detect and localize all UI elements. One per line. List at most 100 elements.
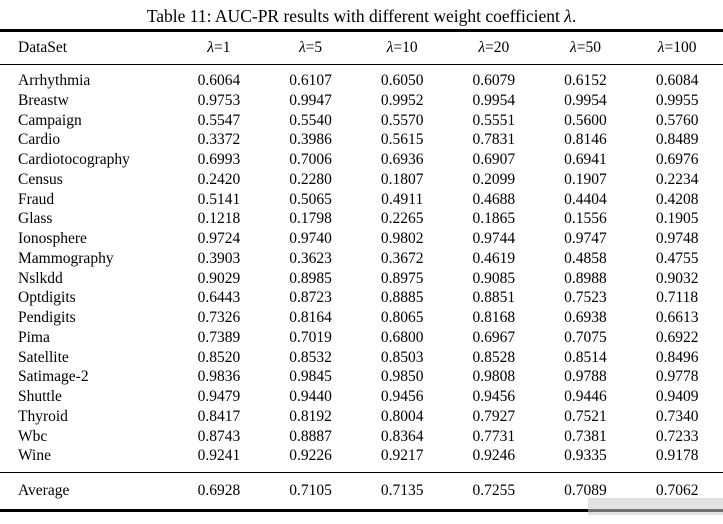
value-cell: 0.1798 [289, 210, 332, 228]
table-row: Arrhythmia 0.6064 0.6107 0.6050 0.6079 0.6152… [0, 65, 723, 91]
lambda-symbol: λ [564, 6, 572, 26]
value-cell: 0.9724 [197, 230, 241, 248]
value-cell: 0.7731 [472, 427, 516, 445]
value-cell: 0.8417 [197, 407, 241, 425]
value-cell: 0.6938 [564, 309, 607, 327]
dataset-cell: Optdigits [18, 289, 76, 307]
dataset-cell: Mammography [18, 249, 114, 267]
value-cell: 0.5570 [380, 111, 424, 129]
table-row: Mammography 0.3903 0.3623 0.3672 0.4619 0.485… [0, 249, 723, 269]
dataset-cell: Shuttle [18, 388, 62, 406]
value-cell: 0.9788 [564, 368, 607, 386]
value-cell: 0.3903 [197, 249, 241, 267]
value-cell: 0.2234 [655, 170, 699, 188]
value-cell: 0.5141 [197, 190, 241, 208]
lambda-symbol: λ [298, 39, 306, 56]
value-cell: 0.7340 [655, 407, 699, 425]
average-value-cell: 0.7062 [655, 482, 699, 499]
value-cell: 0.6936 [380, 151, 424, 169]
column-header-lambda: λ=50 [540, 31, 632, 65]
value-cell: 0.9955 [655, 91, 699, 109]
value-cell: 0.9954 [564, 91, 607, 109]
value-cell: 0.3623 [289, 249, 332, 267]
value-cell: 0.1556 [564, 210, 607, 228]
dataset-cell: Pendigits [18, 309, 76, 327]
table-row: Fraud 0.5141 0.5065 0.4911 0.4688 0.4404 0.420… [0, 190, 723, 210]
value-cell: 0.3372 [197, 131, 241, 149]
value-cell: 0.2280 [289, 170, 332, 188]
value-cell: 0.6152 [564, 72, 607, 90]
value-cell: 0.4911 [381, 190, 424, 208]
value-cell: 0.9226 [289, 447, 332, 465]
value-cell: 0.6064 [197, 72, 241, 90]
value-cell: 0.9178 [655, 447, 699, 465]
dataset-cell: Satellite [18, 348, 69, 366]
value-cell: 0.9744 [472, 230, 516, 248]
table-row: Nslkdd 0.9029 0.8985 0.8975 0.9085 0.8988 0.90… [0, 269, 723, 289]
value-cell: 0.9748 [655, 230, 699, 248]
dataset-cell: Ionosphere [18, 230, 87, 248]
table-row: Cardiotocography 0.6993 0.7006 0.6936 0.6907… [0, 150, 723, 170]
value-cell: 0.5760 [655, 111, 699, 129]
column-header-lambda: λ=1 [173, 31, 265, 65]
value-cell: 0.8146 [564, 131, 607, 149]
table-row: Cardio 0.3372 0.3986 0.5615 0.7831 0.8146 0.84… [0, 130, 723, 150]
value-cell: 0.9440 [289, 388, 332, 406]
value-cell: 0.8985 [289, 269, 332, 287]
value-cell: 0.8723 [289, 289, 332, 307]
value-cell: 0.5615 [380, 131, 424, 149]
value-cell: 0.6443 [197, 289, 241, 307]
table-row: Wine 0.9241 0.9226 0.9217 0.9246 0.9335 0.9178 [0, 446, 723, 472]
value-cell: 0.9802 [380, 230, 424, 248]
value-cell: 0.9740 [289, 230, 332, 248]
value-cell: 0.6800 [380, 328, 424, 346]
dataset-cell: Pima [18, 328, 50, 346]
dataset-cell: Campaign [18, 111, 82, 129]
value-cell: 0.2265 [380, 210, 424, 228]
value-cell: 0.7927 [472, 407, 516, 425]
value-cell: 0.9479 [197, 388, 241, 406]
lambda-symbol: λ [386, 39, 394, 56]
value-cell: 0.3672 [380, 249, 424, 267]
value-cell: 0.7381 [564, 427, 607, 445]
average-value-cell: 0.7105 [289, 482, 332, 499]
lambda-value: =20 [485, 39, 510, 56]
value-cell: 0.9241 [197, 447, 241, 465]
value-cell: 0.1905 [655, 210, 699, 228]
value-cell: 0.8885 [380, 289, 424, 307]
table-row: Breastw 0.9753 0.9947 0.9952 0.9954 0.9954 0.9… [0, 91, 723, 111]
dataset-cell: Nslkdd [18, 269, 63, 287]
table-row: Thyroid 0.8417 0.8192 0.8004 0.7927 0.7521 0.7… [0, 407, 723, 427]
value-cell: 0.1907 [564, 170, 607, 188]
value-cell: 0.8004 [380, 407, 424, 425]
value-cell: 0.8514 [564, 348, 607, 366]
value-cell: 0.7523 [564, 289, 607, 307]
value-cell: 0.9246 [472, 447, 516, 465]
table-body: Arrhythmia 0.6064 0.6107 0.6050 0.6079 0.6152… [0, 65, 723, 473]
average-value-cell: 0.7255 [472, 482, 516, 499]
column-header-lambda: λ=20 [448, 31, 540, 65]
dataset-cell: Arrhythmia [18, 72, 91, 90]
dataset-cell: Breastw [18, 91, 69, 109]
value-cell: 0.9085 [472, 269, 516, 287]
value-cell: 0.6907 [472, 151, 516, 169]
value-cell: 0.1807 [380, 170, 424, 188]
dataset-cell: Thyroid [18, 407, 68, 425]
dataset-cell: Census [18, 170, 63, 188]
value-cell: 0.7521 [564, 407, 607, 425]
value-cell: 0.8503 [380, 348, 424, 366]
table-row: Optdigits 0.6443 0.8723 0.8885 0.8851 0.7523 0… [0, 288, 723, 308]
value-cell: 0.8743 [197, 427, 241, 445]
table-row: Census 0.2420 0.2280 0.1807 0.2099 0.1907 0.22… [0, 170, 723, 190]
table-caption: Table 11: AUC-PR results with different … [0, 0, 723, 28]
value-cell: 0.6613 [655, 309, 699, 327]
table-row: Wbc 0.8743 0.8887 0.8364 0.7731 0.7381 0.7233 [0, 427, 723, 447]
value-cell: 0.7831 [472, 131, 516, 149]
auc-pr-results-table: DataSet λ=1 λ=5 λ=10 λ=20 λ=50 λ=100 Arrhythm… [0, 29, 723, 512]
value-cell: 0.7326 [197, 309, 241, 327]
value-cell: 0.6107 [289, 72, 332, 90]
value-cell: 0.8532 [289, 348, 332, 366]
value-cell: 0.9808 [472, 368, 516, 386]
dataset-cell: Glass [18, 210, 53, 228]
value-cell: 0.5065 [289, 190, 332, 208]
